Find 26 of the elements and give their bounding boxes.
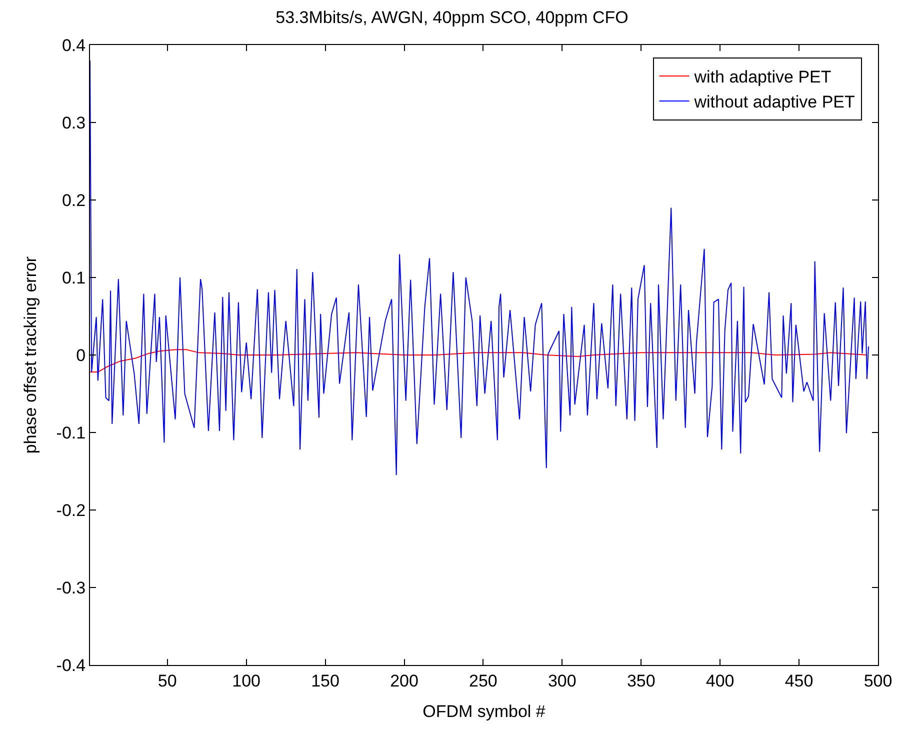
x-tick-label: 350	[626, 671, 656, 690]
y-tick-label: -0.1	[56, 423, 86, 442]
y-tick-label: 0.2	[62, 190, 86, 210]
legend-label: without adaptive PET	[693, 92, 855, 112]
y-tick-label: -0.4	[56, 656, 86, 675]
y-tick-label: -0.3	[56, 578, 86, 598]
y-tick-label: 0	[76, 346, 86, 365]
x-tick-label: 450	[784, 671, 814, 690]
legend-label: with adaptive PET	[693, 68, 832, 87]
x-tick-label: 200	[390, 671, 418, 690]
x-tick-label: 100	[232, 671, 261, 690]
x-tick-label: 150	[311, 671, 340, 690]
y-axis-title: phase offset tracking error	[20, 256, 40, 454]
x-axis-title: OFDM symbol #	[422, 702, 546, 721]
y-tick-label: 0.3	[62, 113, 86, 132]
x-tick-label: 300	[548, 671, 576, 690]
x-tick-label: 250	[469, 671, 498, 690]
x-tick-label: 500	[864, 671, 892, 690]
line-series	[90, 60, 870, 476]
y-tick-label: 0.1	[62, 268, 86, 288]
y-tick-label: -0.2	[56, 500, 86, 520]
x-tick-label: 50	[158, 671, 177, 690]
line-series	[90, 349, 868, 373]
y-tick-label: 0.4	[62, 36, 86, 55]
x-tick-label: 400	[706, 671, 734, 690]
chart-title: 53.3Mbits/s, AWGN, 40ppm SCO, 40ppm CFO	[276, 8, 628, 27]
